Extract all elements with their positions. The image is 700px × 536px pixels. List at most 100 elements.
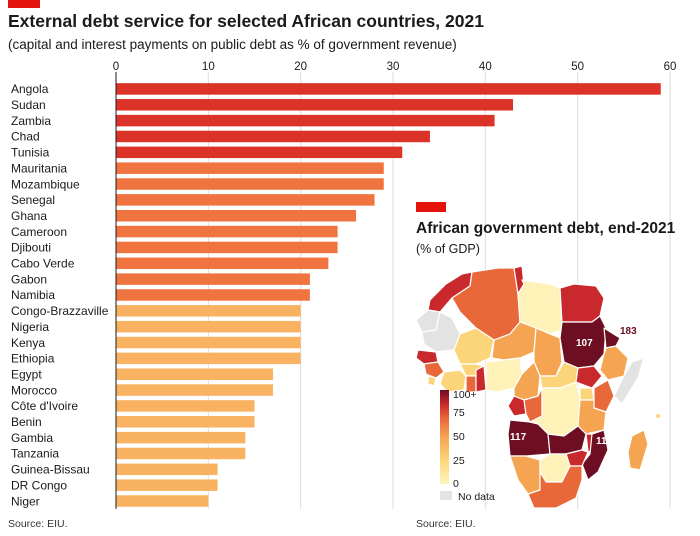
bar (116, 273, 310, 285)
x-tick-label: 60 (664, 61, 677, 73)
bar (116, 320, 301, 333)
map-annotations: 107 183 117 11 (510, 326, 637, 447)
map-region-eritrea (603, 327, 621, 349)
map-region-south-sudan (575, 365, 603, 389)
map-source: Source: EIU. (416, 518, 476, 530)
map-region-cote-divoire (439, 369, 467, 393)
bar (116, 336, 301, 349)
bar (116, 146, 403, 159)
map-region-madagascar (627, 429, 649, 471)
category-label: Benin (11, 415, 42, 429)
category-label: Cabo Verde (11, 257, 75, 271)
legend-tick-0: 0 (453, 478, 459, 490)
map-region-uganda (579, 387, 595, 401)
bar (116, 241, 338, 254)
bar (116, 352, 301, 365)
bar (116, 99, 514, 111)
category-label: Sudan (11, 98, 46, 112)
bar (116, 83, 661, 95)
map-region-ethiopia (599, 345, 629, 381)
category-label: Gabon (11, 272, 47, 286)
category-label: Gambia (11, 431, 53, 445)
map-title: African government debt, end-2021 (416, 220, 676, 237)
map-legend: 100+ 75 50 25 0 No data (440, 389, 495, 503)
category-label: Ethiopia (11, 352, 55, 366)
bar (116, 194, 375, 206)
bar (116, 162, 384, 174)
bar (116, 384, 273, 396)
bar (116, 225, 338, 238)
category-label: Morocco (11, 383, 57, 397)
bar (116, 463, 218, 476)
chart-subtitle: (capital and interest payments on public… (8, 37, 457, 52)
category-label: Cameroon (11, 225, 67, 239)
legend-tick-100: 100+ (453, 389, 477, 401)
map-label-sudan: 107 (576, 338, 593, 349)
map-label-angola: 117 (510, 432, 527, 443)
bar (116, 114, 495, 127)
category-label: Côte d'Ivoire (11, 399, 78, 413)
bar (116, 447, 246, 460)
legend-no-data-label: No data (458, 491, 495, 503)
bar (116, 416, 255, 428)
bar (116, 130, 430, 143)
category-label: Congo-Brazzaville (11, 304, 109, 318)
map-label-mozambique: 11 (596, 436, 607, 447)
x-tick-label: 30 (387, 61, 400, 73)
category-label: Djibouti (11, 241, 51, 255)
category-label: Nigeria (11, 320, 49, 334)
bar (116, 209, 357, 222)
bar (116, 178, 384, 190)
bar-source: Source: EIU. (8, 518, 68, 530)
map-region-sudan (559, 315, 607, 369)
bar (116, 257, 329, 270)
map-region-south-africa (527, 465, 583, 509)
map-region-togo-benin (475, 365, 487, 393)
category-label: Senegal (11, 193, 55, 207)
map-brand-tag (416, 202, 446, 212)
legend-tick-50: 50 (453, 431, 465, 443)
bar (116, 368, 273, 380)
map-region-egypt (559, 283, 605, 323)
africa-map: 107 183 117 11 100+ 75 50 25 0 No data (415, 265, 660, 509)
category-label: Niger (11, 494, 40, 508)
category-label: Angola (11, 82, 49, 96)
map-label-eritrea: 183 (620, 326, 637, 337)
legend-scale (440, 390, 449, 484)
map-region-namibia (509, 455, 541, 495)
category-label: DR Congo (11, 478, 67, 492)
map-region-sierra-leone (427, 375, 437, 387)
legend-tick-75: 75 (453, 407, 465, 419)
bar (116, 305, 301, 317)
category-label: Guinea-Bissau (11, 463, 90, 477)
category-label: Tanzania (11, 447, 59, 461)
category-label: Kenya (11, 336, 45, 350)
category-label: Zambia (11, 114, 51, 128)
bar (116, 400, 255, 412)
bar (116, 495, 209, 507)
bar (116, 289, 310, 301)
category-label: Namibia (11, 288, 55, 302)
category-label: Tunisia (11, 146, 50, 160)
x-tick-label: 40 (479, 61, 492, 73)
map-region-mozambique (581, 429, 609, 481)
category-label: Mauritania (11, 161, 67, 175)
map-region-chad (533, 327, 563, 377)
category-label: Ghana (11, 209, 47, 223)
category-label: Mozambique (11, 177, 80, 191)
map-regions (415, 265, 660, 509)
bar (116, 479, 218, 491)
map-subtitle: (% of GDP) (416, 242, 480, 256)
legend-tick-25: 25 (453, 455, 465, 467)
category-label: Chad (11, 130, 40, 144)
bar (116, 431, 246, 444)
map-region-seychelles (656, 414, 660, 418)
map-region-gabon (507, 395, 527, 417)
map-region-kenya (593, 379, 615, 413)
x-tick-label: 20 (294, 61, 307, 73)
x-tick-label: 10 (202, 61, 215, 73)
legend-no-data-swatch (440, 491, 452, 500)
x-tick-label: 50 (571, 61, 584, 73)
chart-title: External debt service for selected Afric… (8, 11, 484, 31)
